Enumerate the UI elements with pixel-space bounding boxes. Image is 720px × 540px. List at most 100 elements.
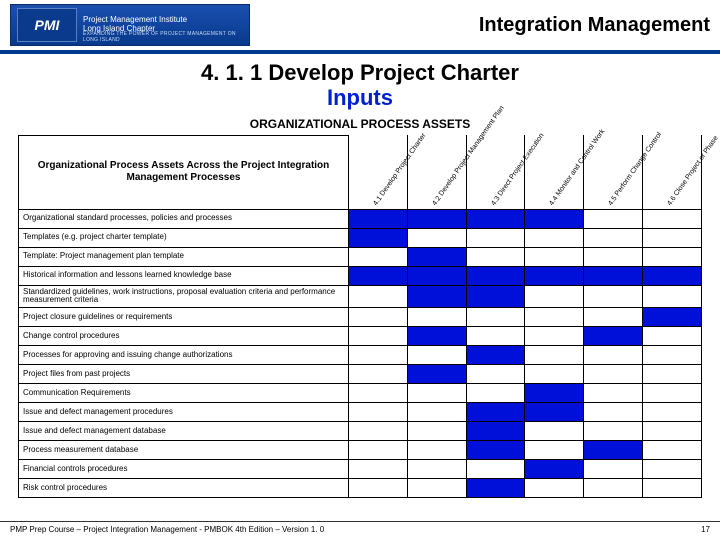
column-label: 4.6 Close Project or Phase [666,134,719,206]
row-header-title: Organizational Process Assets Across the… [19,135,349,209]
cell-empty [643,228,702,247]
slide-header: PMI Project Management Institute Long Is… [0,0,720,54]
cell-empty [525,479,584,498]
cell-empty [407,479,466,498]
cell-empty [643,460,702,479]
cell-empty [407,460,466,479]
cell-filled [407,365,466,384]
cell-empty [349,308,408,327]
cell-empty [349,365,408,384]
table-row: Change control procedures [19,327,702,346]
cell-filled [466,479,525,498]
cell-filled [525,209,584,228]
cell-empty [525,247,584,266]
footer-page-number: 17 [701,525,710,534]
row-label: Issue and defect management procedures [19,403,349,422]
cell-empty [466,228,525,247]
table-row: Standardized guidelines, work instructio… [19,285,702,308]
cell-empty [643,422,702,441]
cell-filled [349,209,408,228]
cell-empty [466,247,525,266]
table-row: Template: Project management plan templa… [19,247,702,266]
slide-number: 4. 1. 1 [201,60,262,85]
cell-empty [466,327,525,346]
cell-filled [525,460,584,479]
cell-empty [643,403,702,422]
cell-empty [349,479,408,498]
cell-empty [466,365,525,384]
row-label: Process measurement database [19,441,349,460]
cell-empty [643,327,702,346]
cell-empty [643,285,702,308]
cell-empty [584,479,643,498]
row-label: Standardized guidelines, work instructio… [19,285,349,308]
cell-filled [407,247,466,266]
row-label: Templates (e.g. project charter template… [19,228,349,247]
cell-empty [525,422,584,441]
cell-empty [525,285,584,308]
cell-empty [584,365,643,384]
cell-filled [525,403,584,422]
matrix-table-wrap: ORGANIZATIONAL PROCESS ASSETS Organizati… [18,117,702,499]
cell-empty [584,285,643,308]
cell-empty [349,422,408,441]
table-row: Project closure guidelines or requiremen… [19,308,702,327]
cell-filled [466,403,525,422]
cell-empty [525,346,584,365]
table-row: Issue and defect management database [19,422,702,441]
cell-empty [349,285,408,308]
cell-empty [349,384,408,403]
cell-filled [407,209,466,228]
cell-filled [525,266,584,285]
cell-empty [643,384,702,403]
cell-empty [584,460,643,479]
row-label: Project files from past projects [19,365,349,384]
cell-empty [643,365,702,384]
cell-empty [407,308,466,327]
cell-empty [407,384,466,403]
row-label: Financial controls procedures [19,460,349,479]
slide-title-main: Develop Project Charter [268,60,519,85]
slide-title-sub: Inputs [327,85,393,110]
pmi-logo: PMI Project Management Institute Long Is… [10,4,250,46]
table-head: Organizational Process Assets Across the… [19,135,702,209]
table-row: Communication Requirements [19,384,702,403]
row-label: Template: Project management plan templa… [19,247,349,266]
cell-empty [584,346,643,365]
cell-empty [466,308,525,327]
cell-empty [525,327,584,346]
cell-empty [643,346,702,365]
slide-title: 4. 1. 1 Develop Project Charter Inputs [0,60,720,111]
cell-empty [584,247,643,266]
cell-empty [349,327,408,346]
cell-empty [525,365,584,384]
cell-filled [584,327,643,346]
column-header: 4.3 Direct Project Execution [466,135,525,209]
cell-empty [349,247,408,266]
cell-filled [407,285,466,308]
column-header: 4.4 Monitor and Control Work [525,135,584,209]
cell-empty [643,441,702,460]
cell-filled [466,422,525,441]
cell-filled [584,441,643,460]
cell-filled [584,266,643,285]
cell-empty [584,209,643,228]
column-header: 4.2 Develop Project Management Plan [407,135,466,209]
cell-empty [349,403,408,422]
cell-empty [525,441,584,460]
cell-empty [584,308,643,327]
cell-empty [466,460,525,479]
cell-empty [407,403,466,422]
cell-empty [584,422,643,441]
cell-empty [584,384,643,403]
cell-filled [466,266,525,285]
table-row: Organizational standard processes, polic… [19,209,702,228]
table-row: Risk control procedures [19,479,702,498]
row-label: Issue and defect management database [19,422,349,441]
table-row: Process measurement database [19,441,702,460]
pmi-mark: PMI [17,8,77,42]
footer-left: PMP Prep Course – Project Integration Ma… [10,525,324,534]
cell-empty [349,346,408,365]
cell-empty [643,479,702,498]
cell-empty [525,228,584,247]
